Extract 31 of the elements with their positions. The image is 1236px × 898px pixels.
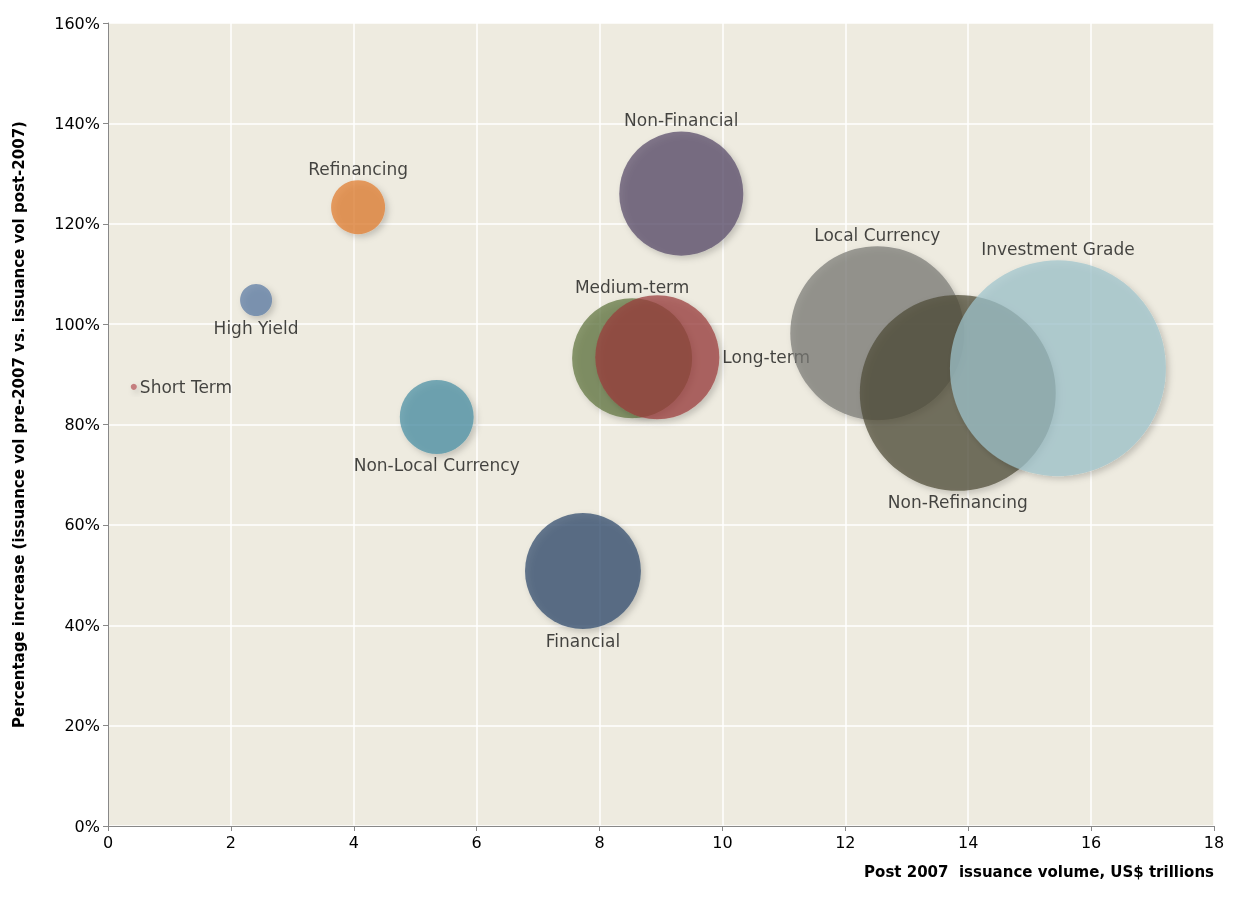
series-label: Non-Financial	[624, 110, 739, 131]
x-tick-label: 12	[835, 832, 856, 852]
series-label: Local Currency	[814, 224, 941, 245]
y-tick-label: 100%	[54, 314, 100, 334]
x-tick-label: 16	[1080, 832, 1102, 852]
y-tick-label: 60%	[64, 515, 100, 535]
series-label: Non-Local Currency	[353, 455, 520, 476]
x-tick-label: 2	[225, 832, 236, 852]
x-tick-label: 8	[594, 832, 605, 852]
y-tick-label: 160%	[54, 13, 100, 33]
x-tick-label: 10	[712, 832, 733, 852]
x-tick-label: 18	[1203, 832, 1225, 852]
y-tick-label: 20%	[64, 716, 100, 736]
y-tick-label: 40%	[64, 615, 100, 635]
x-tick-label: 0	[102, 832, 114, 852]
x-axis-title: Post 2007 issuance volume, US$ trillions	[864, 862, 1215, 881]
y-tick-label: 0%	[74, 816, 100, 836]
y-tick-label: 80%	[64, 415, 100, 434]
series-label: Short Term	[139, 376, 233, 397]
x-tick-label: 6	[471, 832, 482, 852]
series-label: Refinancing	[308, 158, 408, 179]
series-label: Non-Refinancing	[887, 492, 1028, 513]
series-label: High Yield	[213, 317, 299, 338]
series-label: Financial	[545, 630, 621, 651]
y-tick-label: 120%	[54, 214, 100, 234]
series-label: Investment Grade	[981, 238, 1135, 259]
series-label: Medium-term	[574, 276, 690, 297]
x-tick-label: 14	[958, 832, 979, 852]
x-tick-label: 4	[348, 832, 359, 852]
y-tick-label: 140%	[54, 113, 100, 133]
y-axis-title: Percentage increase (issuance vol pre-2007 vs. issuance vol post-2007)	[9, 121, 28, 728]
